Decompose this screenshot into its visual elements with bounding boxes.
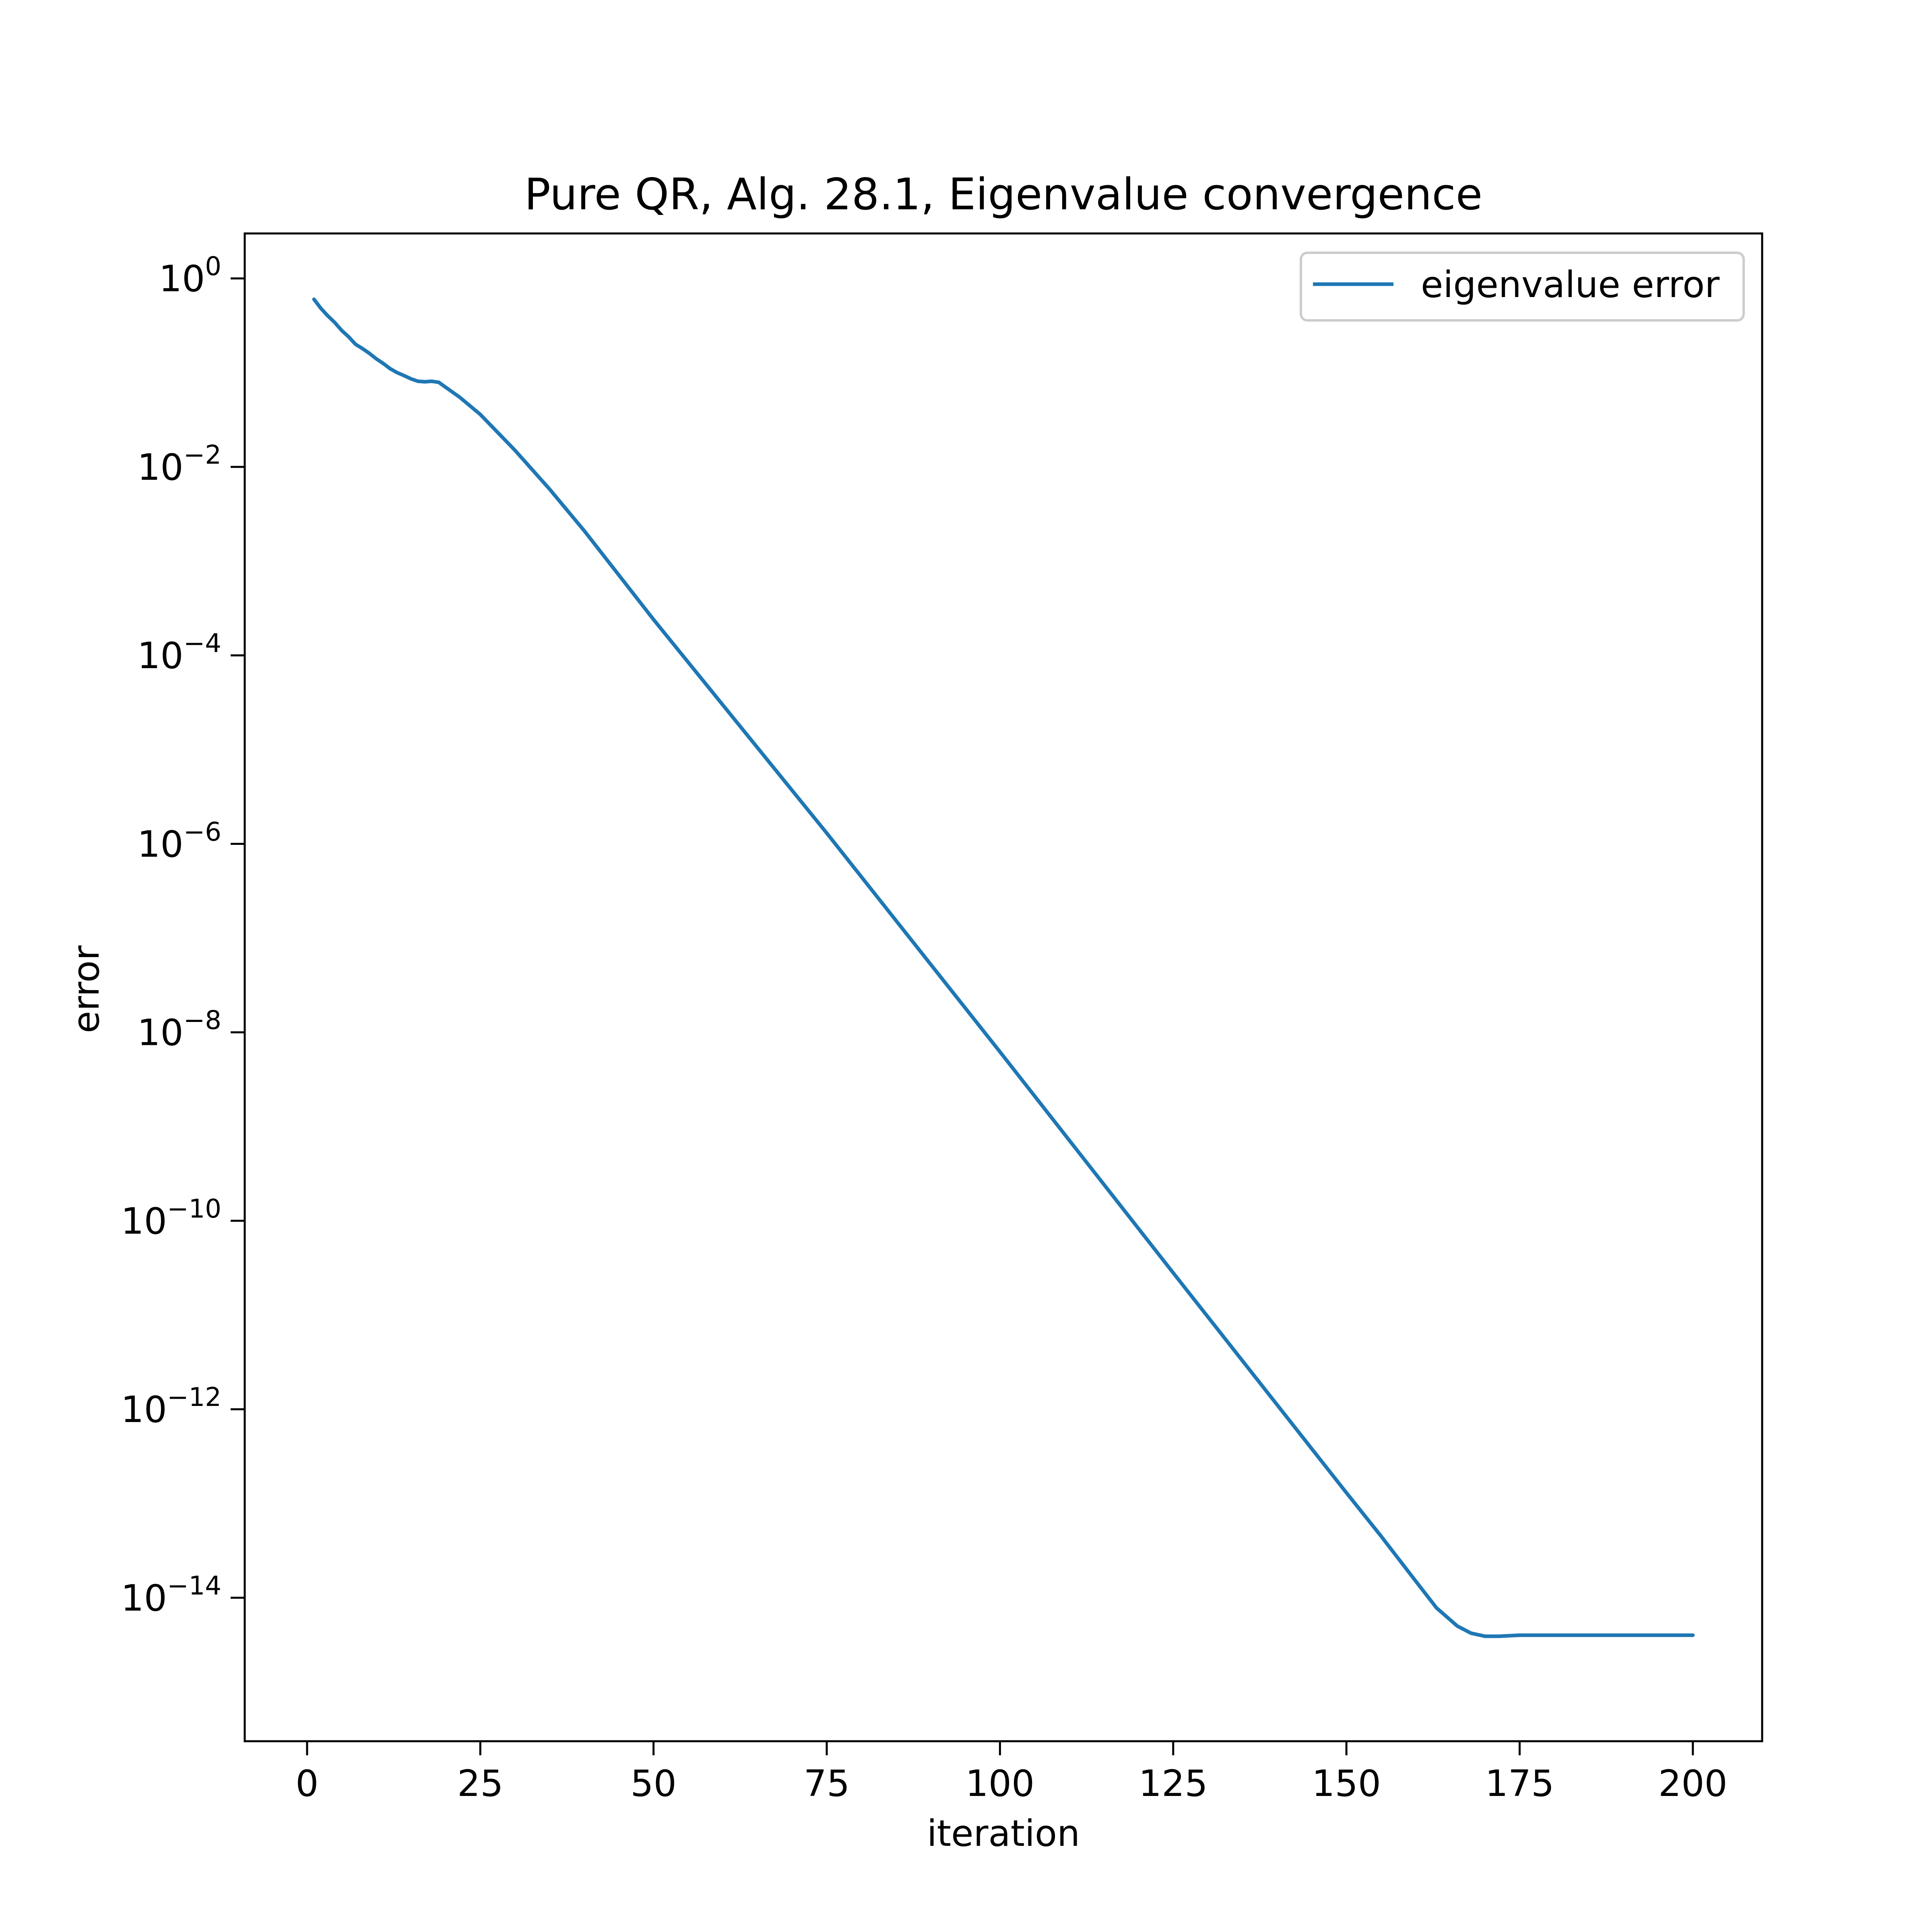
y-axis-label: error [65, 945, 107, 1033]
x-tick-label: 25 [457, 1763, 504, 1805]
x-tick-label: 100 [965, 1763, 1034, 1805]
y-axis: 100 10−2 10−4 10−6 10−8 10−10 10−12 10−14 [121, 252, 245, 1619]
y-tick-label: 10−6 [137, 817, 221, 865]
x-axis: 0 25 50 75 100 125 150 175 200 [295, 1741, 1728, 1805]
y-tick-label: 10−8 [137, 1006, 221, 1054]
y-tick-label: 10−12 [121, 1383, 221, 1431]
x-tick-label: 50 [630, 1763, 677, 1805]
axes-frame [244, 232, 1763, 1742]
chart-title: Pure QR, Alg. 28.1, Eigenvalue convergen… [524, 169, 1482, 220]
legend-label: eigenvalue error [1421, 264, 1719, 306]
y-tick-label: 100 [159, 252, 221, 300]
y-tick-label: 10−14 [121, 1571, 221, 1619]
x-axis-label: iteration [927, 1812, 1080, 1855]
x-tick-label: 125 [1139, 1763, 1208, 1805]
plot-area [312, 297, 1695, 1638]
y-tick-label: 10−2 [137, 440, 221, 489]
legend: eigenvalue error [1300, 252, 1745, 322]
y-tick-label: 10−10 [121, 1194, 221, 1243]
x-tick-label: 150 [1312, 1763, 1381, 1805]
x-tick-label: 175 [1485, 1763, 1554, 1805]
legend-box [1300, 252, 1745, 322]
x-tick-label: 0 [295, 1763, 318, 1805]
x-tick-label: 200 [1658, 1763, 1728, 1805]
y-tick-label: 10−4 [137, 629, 221, 677]
x-tick-label: 75 [804, 1763, 850, 1805]
series-line-0 [312, 297, 1695, 1638]
